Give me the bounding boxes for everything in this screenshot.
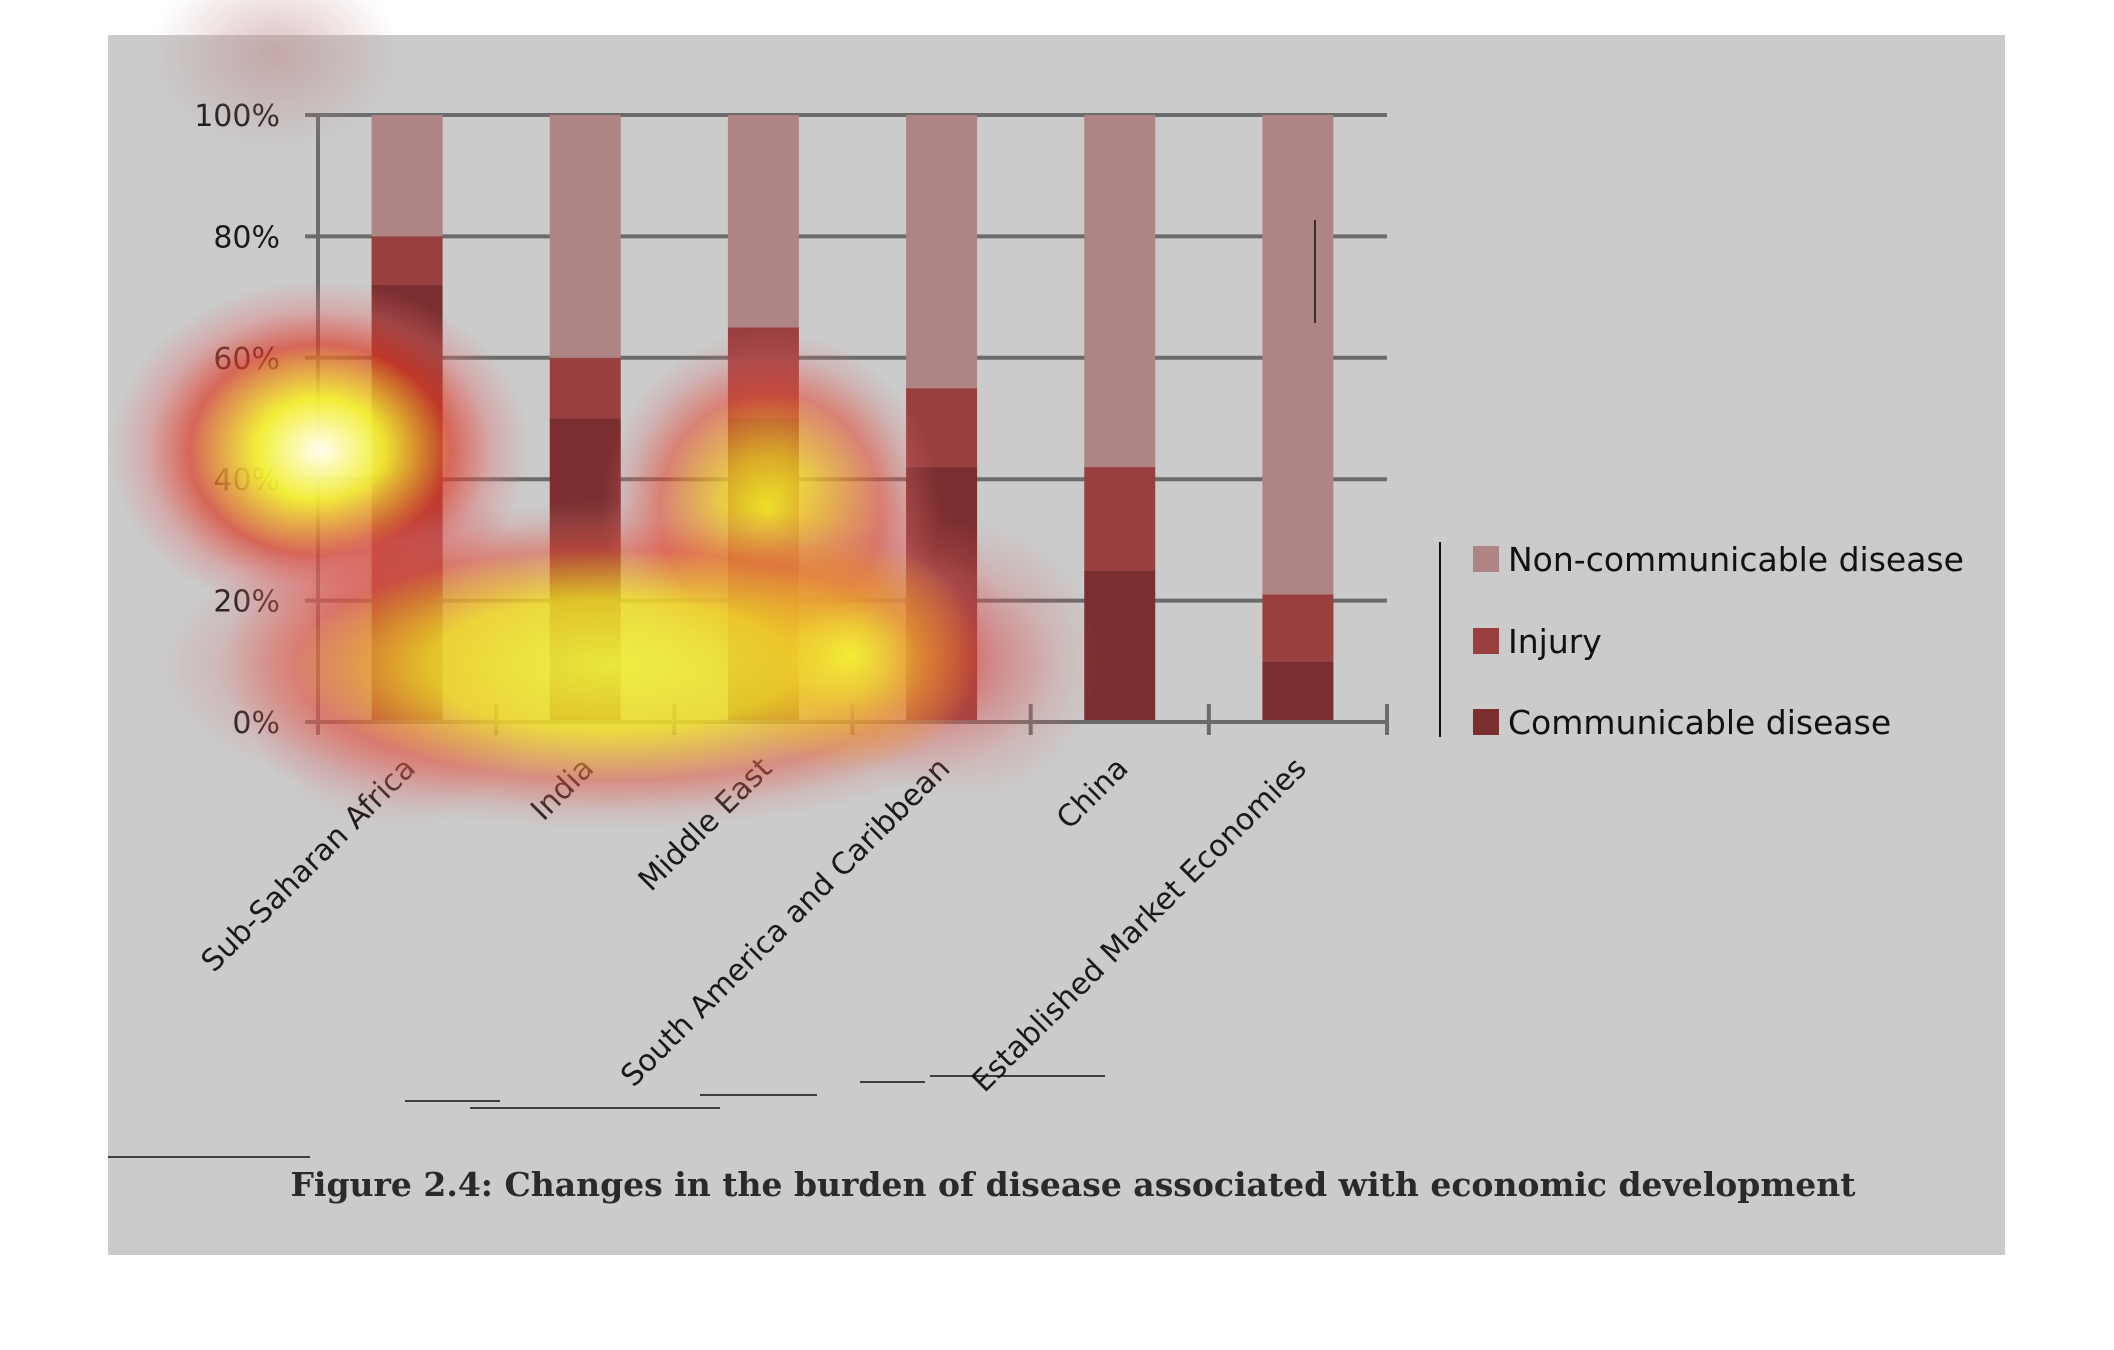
y-axis-ticks: 0% 20% 40% 60% 80% 100% [194, 99, 280, 741]
bar-segment-communicable-disease [906, 467, 978, 722]
legend-label: Injury [1508, 622, 1602, 661]
x-tick-label: Sub-Saharan Africa [195, 751, 423, 979]
bar-segment-injury [906, 388, 978, 468]
y-tick-label: 40% [213, 463, 280, 498]
legend-swatch [1473, 628, 1499, 654]
x-tick-label: Established Market Economies [965, 751, 1313, 1099]
x-tick-label: South America and Caribbean [614, 751, 957, 1094]
bar-segment-communicable-disease [1262, 661, 1334, 722]
x-tick-label: India [524, 751, 601, 828]
legend-label: Non-communicable disease [1508, 540, 1964, 579]
bar-segment-communicable-disease [371, 284, 443, 722]
bar-segment-injury [1084, 467, 1156, 571]
axes [305, 115, 1389, 735]
bar-segment-injury [1262, 594, 1334, 662]
figure-caption: Figure 2.4: Changes in the burden of dis… [290, 1165, 1856, 1204]
x-axis-ticks: Sub-Saharan Africa India Middle EastSouth … [195, 751, 1314, 1099]
bar-segment-communicable-disease [1084, 570, 1156, 722]
y-tick-label: 100% [194, 99, 280, 134]
bar-segment-injury [727, 327, 799, 419]
legend-swatch [1473, 546, 1499, 572]
legend-label: Communicable disease [1508, 703, 1891, 742]
y-tick-label: 20% [213, 585, 280, 620]
bar-segment-non-communicable-disease [906, 115, 978, 389]
bar-segment-non-communicable-disease [727, 115, 799, 328]
x-tick-label: China [1050, 751, 1135, 836]
y-tick-label: 0% [232, 706, 280, 741]
y-tick-label: 80% [213, 220, 280, 255]
bar-segment-communicable-disease [549, 418, 621, 722]
x-tick-label: Middle East [632, 751, 780, 899]
bar-segment-injury [371, 236, 443, 285]
bars [371, 115, 1334, 722]
bar-segment-non-communicable-disease [1084, 115, 1156, 468]
bar-segment-injury [549, 357, 621, 419]
bar-segment-communicable-disease [727, 418, 799, 722]
y-tick-label: 60% [213, 342, 280, 377]
legend: Non-communicable disease Injury Communicab… [1439, 540, 1964, 742]
bar-segment-non-communicable-disease [549, 115, 621, 358]
legend-swatch [1473, 709, 1499, 735]
gridlines [305, 113, 1387, 724]
bar-segment-non-communicable-disease [1262, 115, 1334, 595]
scan-artifact-lines [108, 220, 1316, 1158]
bar-segment-non-communicable-disease [371, 115, 443, 237]
